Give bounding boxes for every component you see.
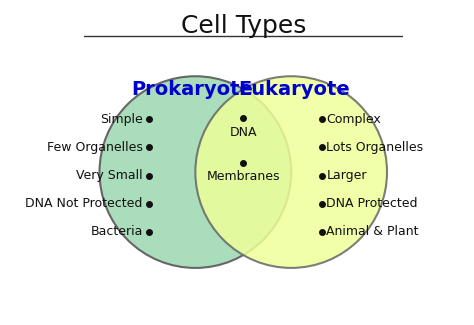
Text: Eukaryote: Eukaryote xyxy=(238,80,350,98)
Text: Membranes: Membranes xyxy=(207,171,280,184)
Text: DNA: DNA xyxy=(229,126,257,139)
Text: Few Organelles: Few Organelles xyxy=(47,141,143,154)
Text: DNA Not Protected: DNA Not Protected xyxy=(25,197,143,210)
Circle shape xyxy=(100,76,291,268)
Text: Animal & Plant: Animal & Plant xyxy=(326,225,419,238)
Text: Prokaryote: Prokaryote xyxy=(131,80,253,98)
Text: Bacteria: Bacteria xyxy=(90,225,143,238)
Text: Cell Types: Cell Types xyxy=(181,14,306,38)
Text: Larger: Larger xyxy=(326,169,367,182)
Text: Lots Organelles: Lots Organelles xyxy=(326,141,423,154)
Text: DNA Protected: DNA Protected xyxy=(326,197,418,210)
Text: Very Small: Very Small xyxy=(76,169,143,182)
Text: Complex: Complex xyxy=(326,113,381,126)
Circle shape xyxy=(195,76,387,268)
Text: Simple: Simple xyxy=(100,113,143,126)
